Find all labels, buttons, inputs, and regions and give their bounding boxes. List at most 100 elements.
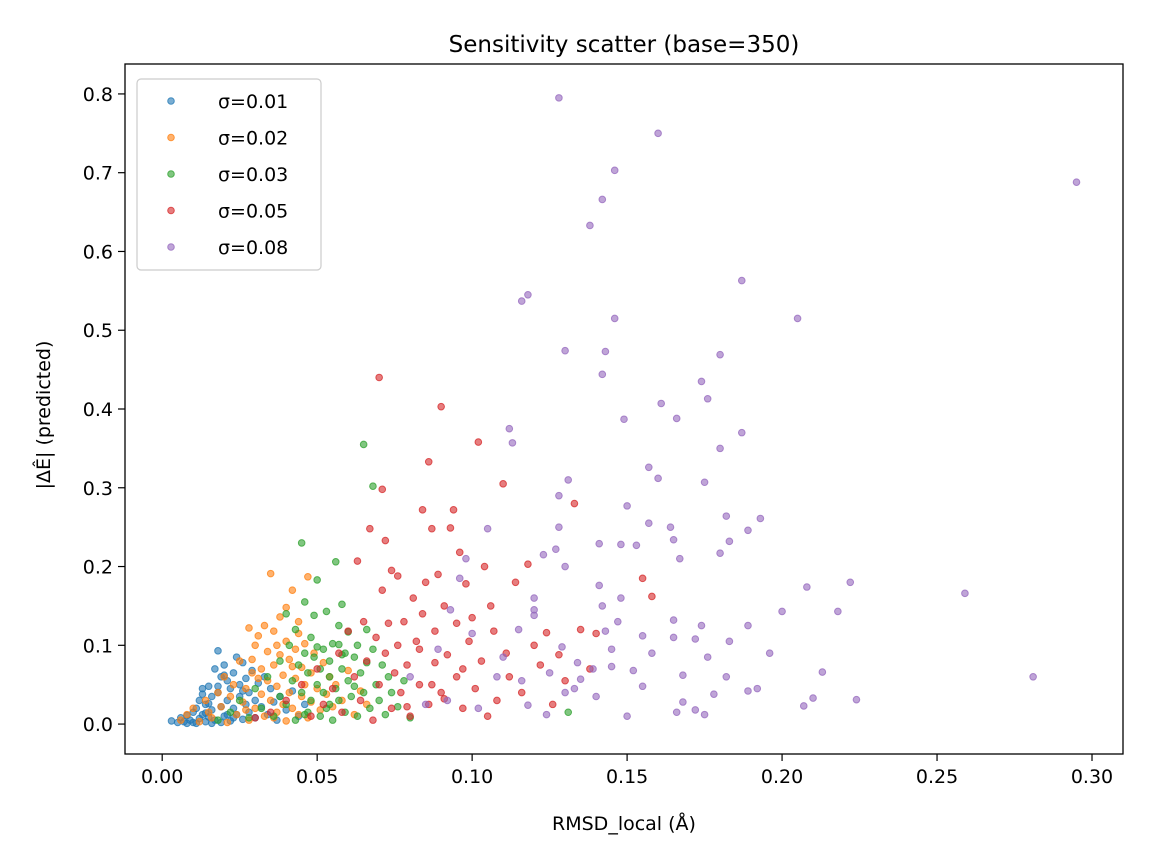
data-point bbox=[490, 627, 498, 635]
data-point bbox=[260, 712, 269, 720]
legend-item: σ=0.03 bbox=[167, 164, 288, 186]
data-point bbox=[598, 370, 607, 379]
data-point bbox=[620, 415, 628, 424]
data-point bbox=[555, 94, 563, 102]
data-point bbox=[362, 625, 371, 634]
data-point bbox=[232, 710, 241, 719]
data-point bbox=[852, 695, 861, 704]
data-point bbox=[573, 658, 582, 667]
data-point bbox=[403, 702, 411, 711]
data-point bbox=[421, 578, 430, 587]
data-point bbox=[645, 463, 653, 472]
data-point bbox=[638, 632, 647, 640]
data-point bbox=[455, 548, 464, 557]
data-point bbox=[254, 674, 263, 683]
data-point bbox=[517, 688, 526, 697]
data-point bbox=[242, 684, 250, 693]
data-point bbox=[493, 696, 501, 705]
data-point bbox=[576, 675, 585, 683]
data-point bbox=[282, 717, 290, 725]
data-point bbox=[1072, 178, 1081, 186]
data-point bbox=[285, 641, 294, 650]
data-point bbox=[369, 716, 377, 724]
data-point bbox=[799, 702, 808, 710]
data-point bbox=[226, 692, 235, 701]
data-point bbox=[331, 558, 340, 566]
data-point bbox=[288, 676, 297, 685]
data-point bbox=[598, 602, 607, 610]
series-4 bbox=[406, 94, 1081, 720]
data-point bbox=[471, 684, 480, 693]
legend-item: σ=0.01 bbox=[167, 91, 288, 113]
legend-label: σ=0.08 bbox=[218, 237, 288, 259]
data-point bbox=[214, 682, 222, 691]
data-point bbox=[552, 545, 560, 554]
data-point bbox=[288, 586, 297, 594]
legend-label: σ=0.05 bbox=[218, 201, 288, 223]
data-point bbox=[266, 569, 275, 578]
data-point bbox=[366, 704, 374, 713]
data-point bbox=[297, 688, 306, 697]
data-point bbox=[319, 645, 328, 654]
data-point bbox=[307, 696, 315, 705]
data-point bbox=[654, 129, 662, 138]
data-point bbox=[555, 491, 563, 500]
x-tick-label: 0.10 bbox=[451, 766, 493, 788]
data-point bbox=[725, 537, 734, 546]
data-point bbox=[589, 665, 597, 673]
data-point bbox=[499, 480, 507, 488]
x-axis-title: RMSD_local (Å) bbox=[552, 812, 696, 835]
data-point bbox=[183, 710, 191, 719]
data-point bbox=[672, 708, 681, 717]
data-point bbox=[176, 716, 185, 724]
data-point bbox=[474, 704, 483, 713]
data-point bbox=[548, 700, 557, 709]
data-point bbox=[393, 641, 402, 650]
x-tick-label: 0.05 bbox=[296, 766, 338, 788]
data-point bbox=[446, 524, 455, 532]
y-tick-label: 0.2 bbox=[83, 557, 113, 579]
data-point bbox=[285, 688, 294, 697]
data-point bbox=[198, 690, 207, 698]
data-point bbox=[400, 676, 408, 685]
data-point bbox=[235, 680, 244, 689]
data-point bbox=[403, 661, 411, 669]
data-point bbox=[737, 428, 746, 437]
data-point bbox=[564, 708, 573, 717]
data-point bbox=[493, 673, 501, 681]
data-point bbox=[462, 580, 470, 588]
data-point bbox=[335, 640, 343, 649]
data-point bbox=[477, 657, 486, 665]
data-point bbox=[793, 314, 802, 323]
data-point bbox=[347, 692, 356, 701]
y-tick-label: 0.7 bbox=[83, 163, 113, 185]
data-point bbox=[592, 629, 600, 638]
data-point bbox=[418, 609, 427, 618]
data-point bbox=[291, 716, 300, 724]
points-layer bbox=[167, 94, 1081, 728]
data-point bbox=[455, 574, 464, 583]
data-point bbox=[539, 550, 548, 559]
data-point bbox=[669, 535, 678, 544]
data-point bbox=[359, 440, 368, 449]
data-point bbox=[300, 700, 309, 709]
data-point bbox=[607, 662, 616, 671]
data-point bbox=[307, 712, 315, 720]
data-point bbox=[282, 696, 290, 705]
data-point bbox=[514, 625, 523, 634]
data-point bbox=[276, 650, 284, 659]
data-point bbox=[235, 657, 244, 665]
data-point bbox=[211, 665, 219, 673]
data-point bbox=[195, 717, 204, 726]
data-point bbox=[350, 673, 359, 681]
chart-title: Sensitivity scatter (base=350) bbox=[449, 32, 800, 58]
data-point bbox=[366, 524, 374, 533]
data-point bbox=[672, 414, 681, 423]
data-point bbox=[393, 572, 402, 580]
data-point bbox=[406, 673, 414, 681]
data-point bbox=[294, 661, 303, 669]
data-point bbox=[390, 669, 399, 677]
data-point bbox=[257, 690, 266, 698]
data-point bbox=[378, 586, 387, 594]
